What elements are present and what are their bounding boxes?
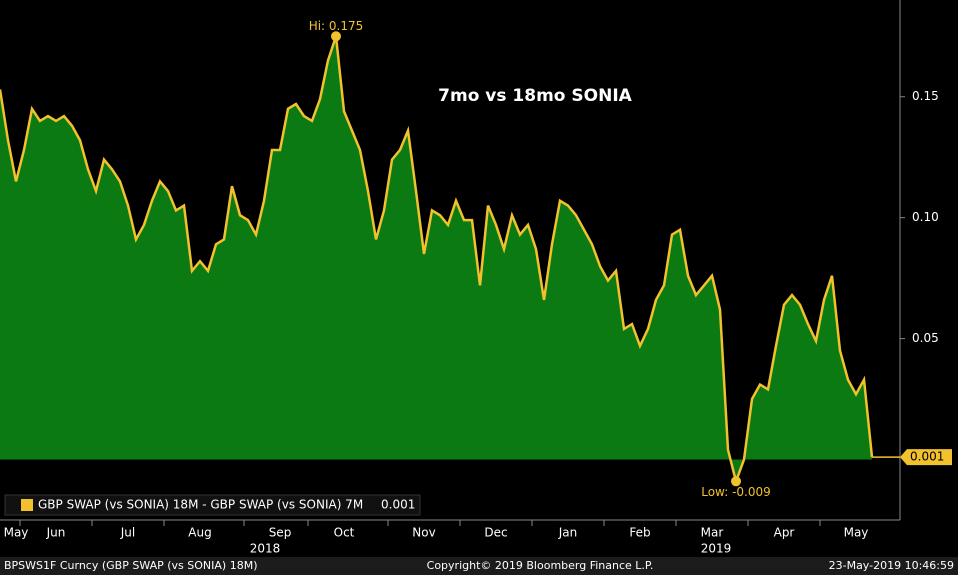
footer-right: 23-May-2019 10:46:59 [829,559,954,572]
annotation-marker [331,31,341,42]
x-tick-label: Aug [188,526,211,540]
x-tick-label: Apr [774,526,795,540]
footer-left: BPSWS1F Curncy (GBP SWAP (vs SONIA) 18M) [4,559,258,572]
x-tick-label: Nov [412,526,435,540]
annotation-marker [731,476,741,487]
x-tick-label: Dec [484,526,507,540]
annotation-label: Low: -0.009 [701,485,771,499]
x-tick-label: Feb [629,526,650,540]
annotation-label: Hi: 0.175 [309,19,364,33]
year-label: 2018 [250,542,281,556]
x-tick-label: Mar [701,526,724,540]
footer-center: Copyright© 2019 Bloomberg Finance L.P. [427,559,654,572]
legend-swatch [21,499,33,511]
year-label: 2019 [701,542,732,556]
x-tick-label: Oct [334,526,355,540]
x-tick-label: Jan [558,526,578,540]
y-tick-label: 0.05 [912,331,939,345]
x-tick-label: May [4,526,29,540]
legend-box [4,494,421,516]
x-tick-label: Jul [120,526,135,540]
y-tick-label: 0.15 [912,89,939,103]
legend-value: 0.001 [381,498,415,512]
x-tick-label: May [844,526,869,540]
last-value-tag [900,449,952,466]
area [0,36,872,482]
footer-bar [0,557,958,575]
line [0,35,874,486]
x-tick-label: Sep [269,526,292,540]
last-value-label: 0.001 [910,450,944,464]
y-tick-label: 0.10 [912,210,939,224]
x-tick-label: Jun [46,526,66,540]
legend-label: GBP SWAP (vs SONIA) 18M - GBP SWAP (vs S… [38,498,363,512]
chart-title: 7mo vs 18mo SONIA [438,86,632,106]
